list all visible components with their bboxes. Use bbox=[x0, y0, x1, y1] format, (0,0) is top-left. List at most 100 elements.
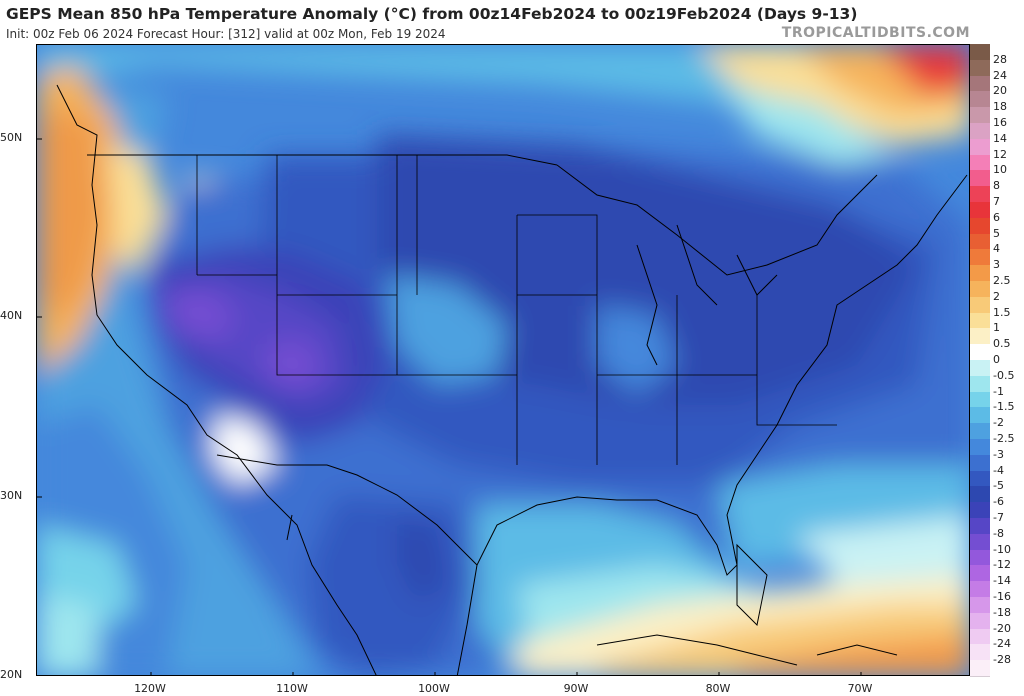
colorbar-level: 14 bbox=[970, 123, 1024, 145]
colorbar-level: -8 bbox=[970, 518, 1024, 540]
colorbar-swatch bbox=[970, 75, 990, 93]
colorbar-level bbox=[970, 660, 1024, 677]
colorbar-label: 14 bbox=[993, 131, 1007, 145]
colorbar-swatch bbox=[970, 44, 990, 61]
colorbar-level: 8 bbox=[970, 170, 1024, 192]
colorbar-label: -2 bbox=[993, 416, 1004, 430]
colorbar-level: 24 bbox=[970, 59, 1024, 82]
colorbar-label: -0.5 bbox=[993, 368, 1015, 382]
colorbar-level: 1 bbox=[970, 312, 1024, 334]
colorbar-swatch bbox=[970, 486, 990, 504]
lon-label: 70W bbox=[847, 682, 873, 695]
baja-coast bbox=[286, 514, 293, 541]
colorbar-label: 2 bbox=[993, 289, 1000, 303]
colorbar-level: -12 bbox=[970, 549, 1024, 571]
colorbar-level: 12 bbox=[970, 138, 1024, 161]
colorbar-swatch bbox=[970, 170, 990, 188]
colorbar-level: 0 bbox=[970, 344, 1024, 366]
colorbar-label: 28 bbox=[993, 52, 1007, 66]
colorbar-level: -6 bbox=[970, 486, 1024, 508]
colorbar-swatch bbox=[970, 217, 990, 235]
colorbar-level: 0.5 bbox=[970, 328, 1024, 350]
colorbar-label: -28 bbox=[993, 653, 1011, 667]
colorbar-swatch bbox=[970, 186, 990, 203]
colorbar-level: 7 bbox=[970, 186, 1024, 208]
colorbar-label: -4 bbox=[993, 463, 1004, 477]
colorbar-level: -4 bbox=[970, 454, 1024, 477]
colorbar-swatch bbox=[970, 312, 990, 330]
chart-title: GEPS Mean 850 hPa Temperature Anomaly (°… bbox=[6, 5, 858, 23]
colorbar-swatch bbox=[970, 233, 990, 251]
colorbar-label: 10 bbox=[993, 163, 1007, 177]
lon-label: 110W bbox=[276, 682, 308, 695]
pacific-coastline bbox=[56, 84, 377, 675]
colorbar-label: -12 bbox=[993, 558, 1011, 572]
colorbar-swatch bbox=[970, 59, 990, 77]
lon-label: 90W bbox=[563, 682, 589, 695]
colorbar-level: -14 bbox=[970, 565, 1024, 587]
colorbar-swatch bbox=[970, 597, 990, 614]
colorbar-swatch bbox=[970, 281, 990, 298]
colorbar-level: -5 bbox=[970, 470, 1024, 492]
colorbar-label: -1 bbox=[993, 384, 1004, 398]
colorbar-swatch bbox=[970, 549, 990, 567]
us-canada-border bbox=[87, 154, 558, 166]
colorbar-swatch bbox=[970, 565, 990, 583]
colorbar-swatch bbox=[970, 249, 990, 267]
colorbar-level: -0.5 bbox=[970, 360, 1024, 382]
colorbar-level: -7 bbox=[970, 502, 1024, 524]
colorbar-label: -16 bbox=[993, 589, 1011, 603]
colorbar-label: -2.5 bbox=[993, 431, 1015, 445]
colorbar-level: 2.5 bbox=[970, 265, 1024, 287]
lon-label: 100W bbox=[418, 682, 450, 695]
colorbar-level: 16 bbox=[970, 107, 1024, 129]
lat-label: 30N bbox=[0, 489, 23, 502]
colorbar-swatch bbox=[970, 660, 990, 677]
colorbar-level: 6 bbox=[970, 202, 1024, 224]
lat-label: 20N bbox=[0, 668, 23, 681]
colorbar-swatch bbox=[970, 360, 990, 377]
colorbar-swatch bbox=[970, 296, 990, 314]
colorbar-label: 20 bbox=[993, 84, 1007, 98]
map-outlines bbox=[56, 84, 968, 675]
colorbar-swatch bbox=[970, 533, 990, 551]
colorbar-swatch bbox=[970, 644, 990, 662]
colorbar-label: 12 bbox=[993, 147, 1007, 161]
colorbar-level: 4 bbox=[970, 233, 1024, 255]
colorbar-label: 1 bbox=[993, 321, 1000, 335]
colorbar-level: -2.5 bbox=[970, 423, 1024, 445]
gulf-atlantic-coastline bbox=[456, 174, 968, 675]
colorbar-level: 28 bbox=[970, 44, 1024, 66]
canada-border-east bbox=[556, 164, 878, 276]
lon-label: 80W bbox=[705, 682, 731, 695]
colorbar-swatch bbox=[970, 328, 990, 346]
colorbar-label: -7 bbox=[993, 510, 1004, 524]
colorbar-swatch bbox=[970, 470, 990, 488]
colorbar-swatch bbox=[970, 154, 990, 172]
lat-label: 50N bbox=[0, 131, 23, 144]
colorbar-label: 6 bbox=[993, 210, 1000, 224]
colorbar-swatch bbox=[970, 265, 990, 282]
colorbar-level: -1 bbox=[970, 375, 1024, 398]
colorbar-label: -24 bbox=[993, 637, 1011, 651]
colorbar-level: -16 bbox=[970, 581, 1024, 603]
colorbar-level: -24 bbox=[970, 628, 1024, 650]
colorbar-level: 5 bbox=[970, 217, 1024, 240]
graticule-ticks bbox=[37, 138, 862, 675]
colorbar-level: -10 bbox=[970, 533, 1024, 556]
colorbar-swatch bbox=[970, 202, 990, 219]
us-mexico-border bbox=[216, 454, 478, 566]
colorbar-level: -3 bbox=[970, 439, 1024, 461]
colorbar-swatch bbox=[970, 123, 990, 140]
colorbar-label: 18 bbox=[993, 100, 1007, 114]
florida bbox=[736, 543, 768, 627]
colorbar-label: 3 bbox=[993, 258, 1000, 272]
colorbar-label: 7 bbox=[993, 194, 1000, 208]
colorbar-label: 24 bbox=[993, 68, 1007, 82]
colorbar-swatch bbox=[970, 391, 990, 409]
colorbar-swatch bbox=[970, 612, 990, 630]
colorbar-label: -3 bbox=[993, 447, 1004, 461]
caribbean-islands bbox=[596, 634, 898, 666]
colorbar-label: 16 bbox=[993, 115, 1007, 129]
colorbar-swatch bbox=[970, 581, 990, 598]
